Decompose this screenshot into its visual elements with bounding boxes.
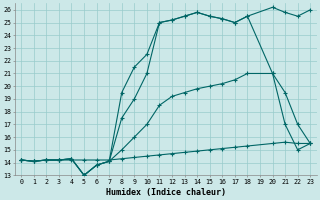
X-axis label: Humidex (Indice chaleur): Humidex (Indice chaleur): [106, 188, 226, 197]
